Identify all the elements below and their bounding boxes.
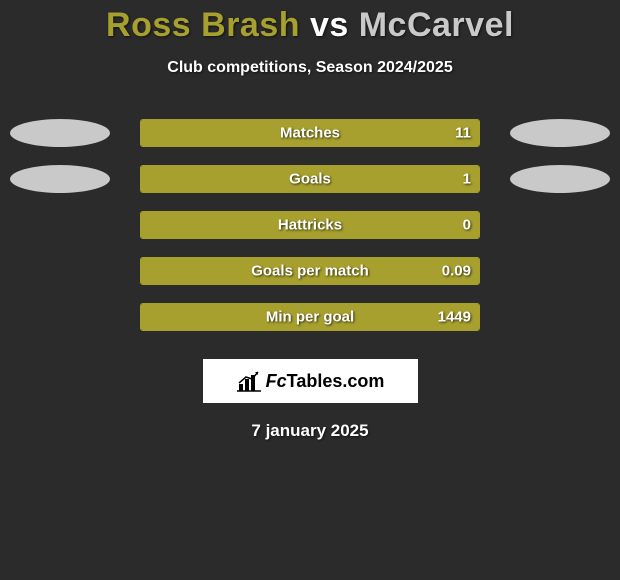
stat-value: 0.09: [442, 263, 471, 280]
date-label: 7 january 2025: [0, 421, 620, 441]
player2-indicator: [510, 165, 610, 193]
comparison-title: Ross Brash vs McCarvel: [0, 0, 620, 45]
stat-label: Hattricks: [278, 217, 342, 234]
stat-value: 1449: [438, 309, 471, 326]
stat-bar: Goals 1: [140, 165, 480, 193]
player2-indicator: [510, 119, 610, 147]
stat-label: Min per goal: [266, 309, 354, 326]
vs-separator: vs: [300, 6, 359, 44]
stat-label: Goals per match: [251, 263, 369, 280]
stat-value: 1: [463, 171, 471, 188]
stat-value: 0: [463, 217, 471, 234]
logo-text: FcTables.com: [266, 371, 385, 392]
stat-bar: Matches 11: [140, 119, 480, 147]
stat-label: Goals: [289, 171, 331, 188]
stat-label: Matches: [280, 125, 340, 142]
bar-chart-icon: [236, 370, 262, 392]
stat-row: Goals 1: [0, 165, 620, 193]
stat-row: Hattricks 0: [0, 211, 620, 239]
stat-row: Min per goal 1449: [0, 303, 620, 331]
logo-text-rest: Tables.com: [287, 371, 385, 391]
player2-name: McCarvel: [359, 6, 514, 44]
player1-name: Ross Brash: [106, 6, 300, 44]
fctables-logo[interactable]: FcTables.com: [203, 359, 418, 403]
stat-row: Goals per match 0.09: [0, 257, 620, 285]
stat-row: Matches 11: [0, 119, 620, 147]
player1-indicator: [10, 119, 110, 147]
subtitle: Club competitions, Season 2024/2025: [0, 59, 620, 77]
stat-bar: Hattricks 0: [140, 211, 480, 239]
stats-container: Matches 11 Goals 1 Hattricks 0 Goals per match…: [0, 119, 620, 331]
stat-value: 11: [455, 125, 471, 142]
logo-text-fc: Fc: [266, 371, 287, 391]
player1-indicator: [10, 165, 110, 193]
stat-bar: Goals per match 0.09: [140, 257, 480, 285]
stat-bar: Min per goal 1449: [140, 303, 480, 331]
